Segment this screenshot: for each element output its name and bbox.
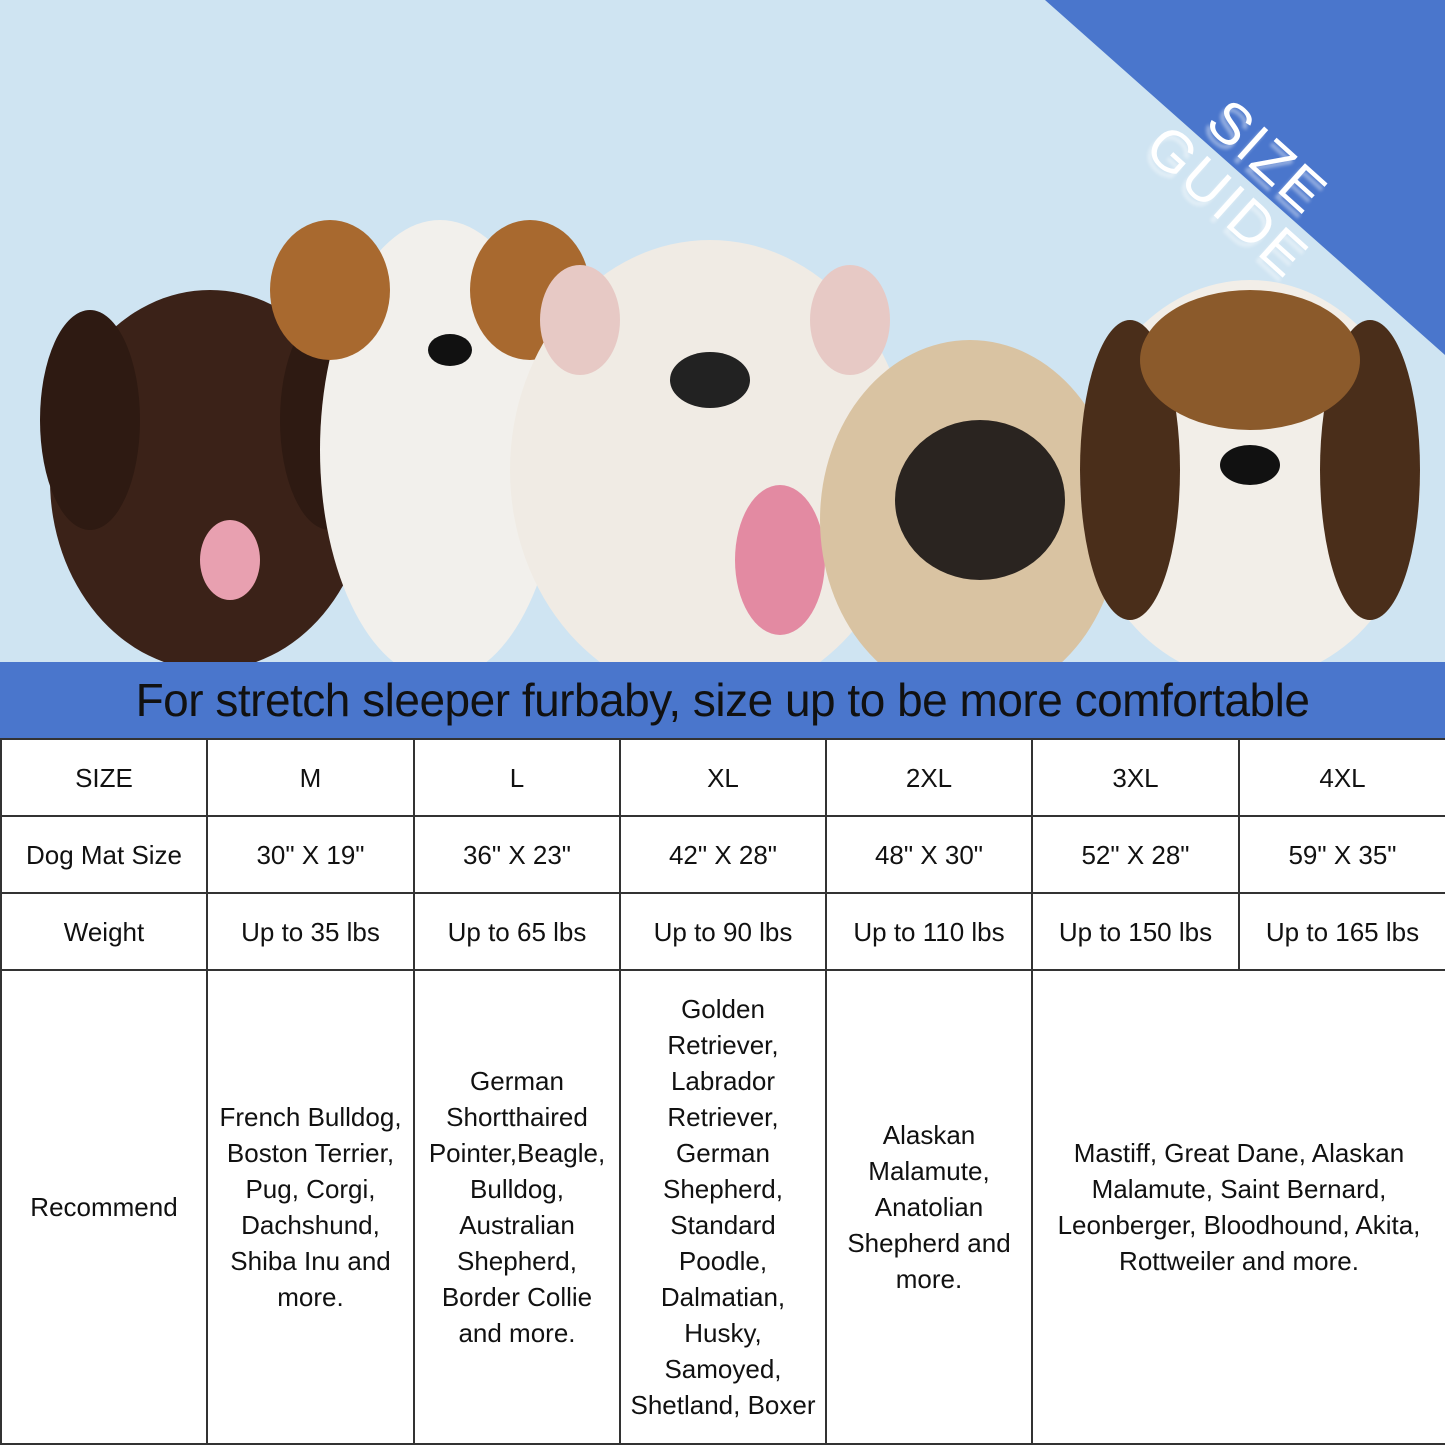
table-row: SIZE M L XL 2XL 3XL 4XL: [0, 738, 1445, 817]
table-cell: M: [206, 738, 415, 817]
table-cell: 2XL: [825, 738, 1033, 817]
beagle-puppy: [1080, 280, 1420, 662]
row-label: Weight: [0, 892, 208, 971]
table-cell: Alaskan Malamute, Anatolian Shepherd and…: [825, 969, 1033, 1445]
dogs-illustration: [40, 0, 1445, 662]
pug-puppy: [820, 340, 1120, 662]
table-cell: Up to 35 lbs: [206, 892, 415, 971]
row-label: Dog Mat Size: [0, 815, 208, 894]
table-cell: Up to 165 lbs: [1238, 892, 1445, 971]
table-cell: XL: [619, 738, 827, 817]
size-table: SIZE M L XL 2XL 3XL 4XL Dog Mat Size 30"…: [0, 738, 1445, 1445]
row-label: Recommend: [0, 969, 208, 1445]
table-cell: French Bulldog, Boston Terrier, Pug, Cor…: [206, 969, 415, 1445]
row-label: SIZE: [0, 738, 208, 817]
table-cell: Mastiff, Great Dane, Alaskan Malamute, S…: [1031, 969, 1445, 1445]
table-cell: L: [413, 738, 621, 817]
table-cell: 59" X 35": [1238, 815, 1445, 894]
corner-ribbon: [1045, 0, 1445, 355]
table-cell: 48" X 30": [825, 815, 1033, 894]
table-cell: 36" X 23": [413, 815, 621, 894]
bulldog-puppy: [510, 240, 910, 662]
table-cell: Up to 150 lbs: [1031, 892, 1240, 971]
table-row: Dog Mat Size 30" X 19" 36" X 23" 42" X 2…: [0, 815, 1445, 894]
table-row: Weight Up to 35 lbs Up to 65 lbs Up to 9…: [0, 892, 1445, 971]
table-cell: 4XL: [1238, 738, 1445, 817]
table-row: Recommend French Bulldog, Boston Terrier…: [0, 969, 1445, 1445]
table-cell: 30" X 19": [206, 815, 415, 894]
table-cell: Up to 110 lbs: [825, 892, 1033, 971]
table-cell: 3XL: [1031, 738, 1240, 817]
banner-tip: For stretch sleeper furbaby, size up to …: [0, 662, 1445, 738]
table-cell: Golden Retriever, Labrador Retriever, Ge…: [619, 969, 827, 1445]
table-cell: 42" X 28": [619, 815, 827, 894]
table-cell: German Shortthaired Pointer,Beagle, Bull…: [413, 969, 621, 1445]
table-cell: 52" X 28": [1031, 815, 1240, 894]
table-cell: Up to 65 lbs: [413, 892, 621, 971]
table-cell: Up to 90 lbs: [619, 892, 827, 971]
hero-photo: SIZE GUIDE: [0, 0, 1445, 662]
